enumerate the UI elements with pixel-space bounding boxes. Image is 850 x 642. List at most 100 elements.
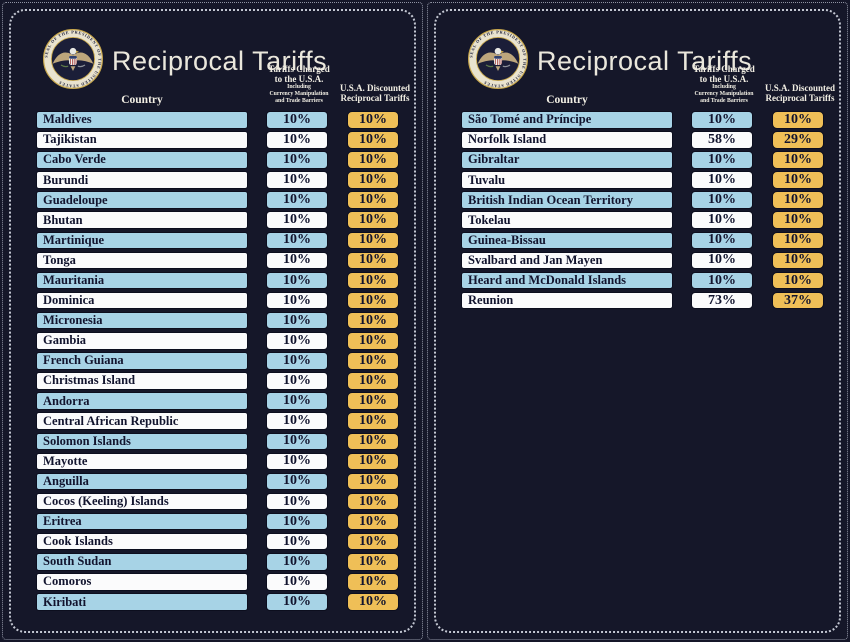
arrows (502, 64, 511, 68)
country-cell: Gambia (36, 332, 248, 350)
discounted-tariff-cell: 29% (772, 131, 824, 149)
discounted-tariff-cell: 10% (772, 251, 824, 270)
tariff-charged-cell: 10% (691, 171, 753, 189)
country-cell: Tuvalu (461, 171, 673, 189)
country-cell: Micronesia (36, 311, 248, 330)
discounted-tariff-cell: 10% (347, 492, 399, 511)
table-row: Guadeloupe 10% 10% (0, 191, 425, 211)
presidential-seal-icon: SEAL OF THE PRESIDENT OF THE UNITED STAT… (468, 29, 528, 89)
tariff-board-right: SEAL OF THE PRESIDENT OF THE UNITED STAT… (425, 0, 850, 642)
tariff-charged-cell: 10% (266, 171, 328, 189)
tariff-charged-cell: 10% (266, 352, 328, 370)
table-row: Tokelau 10% 10% (425, 211, 850, 231)
tariff-charged-cell: 10% (691, 111, 753, 129)
country-cell: Svalbard and Jan Mayen (461, 251, 673, 270)
tariff-charged-cell: 10% (266, 432, 328, 450)
column-header-usa-discounted: U.S.A. Discounted Reciprocal Tariffs (764, 83, 835, 103)
discounted-tariff-cell: 10% (347, 412, 399, 430)
table-row: Burundi 10% 10% (0, 171, 425, 191)
tariff-charged-cell: 10% (691, 271, 753, 290)
tariff-charged-cell: 10% (266, 191, 328, 209)
table-row: Norfolk Island 58% 29% (425, 131, 850, 151)
country-cell: Cocos (Keeling) Islands (36, 492, 248, 511)
country-cell: Gibraltar (461, 151, 673, 169)
discounted-tariff-cell: 10% (347, 573, 399, 591)
table-row: French Guiana 10% 10% (0, 352, 425, 372)
tariff-charged-cell: 10% (691, 251, 753, 270)
country-cell: Heard and McDonald Islands (461, 271, 673, 290)
table-row: Christmas Island 10% 10% (0, 372, 425, 392)
table-row: Svalbard and Jan Mayen 10% 10% (425, 251, 850, 272)
country-cell: Mauritania (36, 271, 248, 290)
table-row: South Sudan 10% 10% (0, 553, 425, 573)
tariff-charged-cell: 10% (266, 231, 328, 250)
discounted-tariff-cell: 10% (347, 151, 399, 169)
country-cell: Norfolk Island (461, 131, 673, 149)
discounted-tariff-cell: 10% (347, 211, 399, 229)
table-row: Kiribati 10% 10% (0, 593, 425, 613)
arrows (77, 64, 86, 68)
country-cell: Anguilla (36, 472, 248, 491)
country-cell: Guadeloupe (36, 191, 248, 209)
discounted-tariff-cell: 10% (347, 352, 399, 370)
discounted-tariff-cell: 10% (772, 231, 824, 250)
tariff-charged-cell: 10% (266, 111, 328, 129)
table-row: Solomon Islands 10% 10% (0, 432, 425, 453)
table-row: Anguilla 10% 10% (0, 472, 425, 493)
country-cell: Kiribati (36, 593, 248, 611)
table-row: British Indian Ocean Territory 10% 10% (425, 191, 850, 211)
table-row: Reunion 73% 37% (425, 291, 850, 312)
discounted-tariff-cell: 10% (347, 593, 399, 611)
table-row: Gibraltar 10% 10% (425, 151, 850, 171)
discounted-tariff-cell: 10% (347, 392, 399, 410)
presidential-seal-icon: SEAL OF THE PRESIDENT OF THE UNITED STAT… (43, 29, 103, 89)
table-row: São Tomé and Príncipe 10% 10% (425, 111, 850, 131)
tariff-charged-cell: 10% (266, 311, 328, 330)
tariff-charged-cell: 10% (266, 553, 328, 571)
discounted-tariff-cell: 10% (772, 191, 824, 209)
table-row: Mauritania 10% 10% (0, 271, 425, 292)
tariff-charged-cell: 10% (266, 211, 328, 229)
country-cell: South Sudan (36, 553, 248, 571)
discounted-tariff-cell: 10% (347, 452, 399, 471)
discounted-tariff-cell: 10% (347, 111, 399, 129)
table-row: Eritrea 10% 10% (0, 512, 425, 533)
olive-branch (485, 64, 494, 68)
discounted-tariff-cell: 10% (347, 131, 399, 149)
country-cell: Tonga (36, 251, 248, 270)
eagle-beak (76, 50, 79, 53)
tariff-charged-cell: 10% (266, 271, 328, 290)
country-cell: British Indian Ocean Territory (461, 191, 673, 209)
table-row: Micronesia 10% 10% (0, 311, 425, 332)
eagle-head (69, 47, 77, 55)
tariff-charged-cell: 10% (266, 573, 328, 591)
tariff-charged-cell: 10% (266, 372, 328, 390)
tariff-charged-cell: 58% (691, 131, 753, 149)
discounted-tariff-cell: 10% (347, 432, 399, 450)
tariff-charged-cell: 10% (266, 512, 328, 531)
column-header-tariffs-charged: Tariffs Charged to the U.S.A. Including … (268, 64, 330, 104)
country-cell: Christmas Island (36, 372, 248, 390)
country-cell: Martinique (36, 231, 248, 250)
discounted-tariff-cell: 10% (347, 372, 399, 390)
tariff-charged-cell: 10% (266, 291, 328, 310)
country-cell: Cook Islands (36, 532, 248, 551)
discounted-tariff-cell: 10% (347, 332, 399, 350)
tariff-table-right: São Tomé and Príncipe 10% 10% Norfolk Is… (425, 111, 850, 312)
tariff-board-left: SEAL OF THE PRESIDENT OF THE UNITED STAT… (0, 0, 425, 642)
country-cell: Solomon Islands (36, 432, 248, 450)
table-row: Comoros 10% 10% (0, 573, 425, 593)
table-row: Cook Islands 10% 10% (0, 532, 425, 553)
tariff-charged-cell: 10% (266, 332, 328, 350)
discounted-tariff-cell: 10% (772, 151, 824, 169)
table-row: Heard and McDonald Islands 10% 10% (425, 271, 850, 292)
table-row: Tuvalu 10% 10% (425, 171, 850, 191)
column-header-tariffs-charged: Tariffs Charged to the U.S.A. Including … (693, 64, 755, 104)
eagle-beak (501, 50, 504, 53)
page-title: Reciprocal Tariffs (537, 46, 753, 76)
country-cell: Central African Republic (36, 412, 248, 430)
table-row: Central African Republic 10% 10% (0, 412, 425, 432)
discounted-tariff-cell: 10% (347, 472, 399, 491)
tariff-charged-cell: 10% (691, 191, 753, 209)
country-cell: Mayotte (36, 452, 248, 471)
